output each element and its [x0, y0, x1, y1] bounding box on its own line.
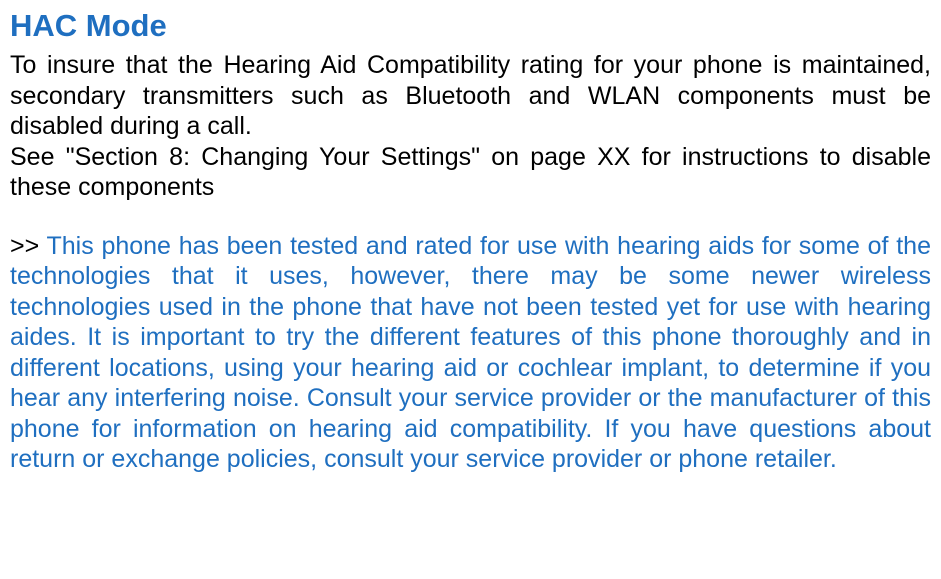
paragraph-1: To insure that the Hearing Aid Compatibi… [10, 50, 931, 142]
paragraph-2: See "Section 8: Changing Your Settings" … [10, 142, 931, 203]
highlight-prefix: >> [10, 232, 46, 260]
highlight-paragraph: >> This phone has been tested and rated … [10, 231, 931, 475]
highlight-body: This phone has been tested and rated for… [10, 232, 931, 474]
document-title: HAC Mode [10, 8, 931, 44]
